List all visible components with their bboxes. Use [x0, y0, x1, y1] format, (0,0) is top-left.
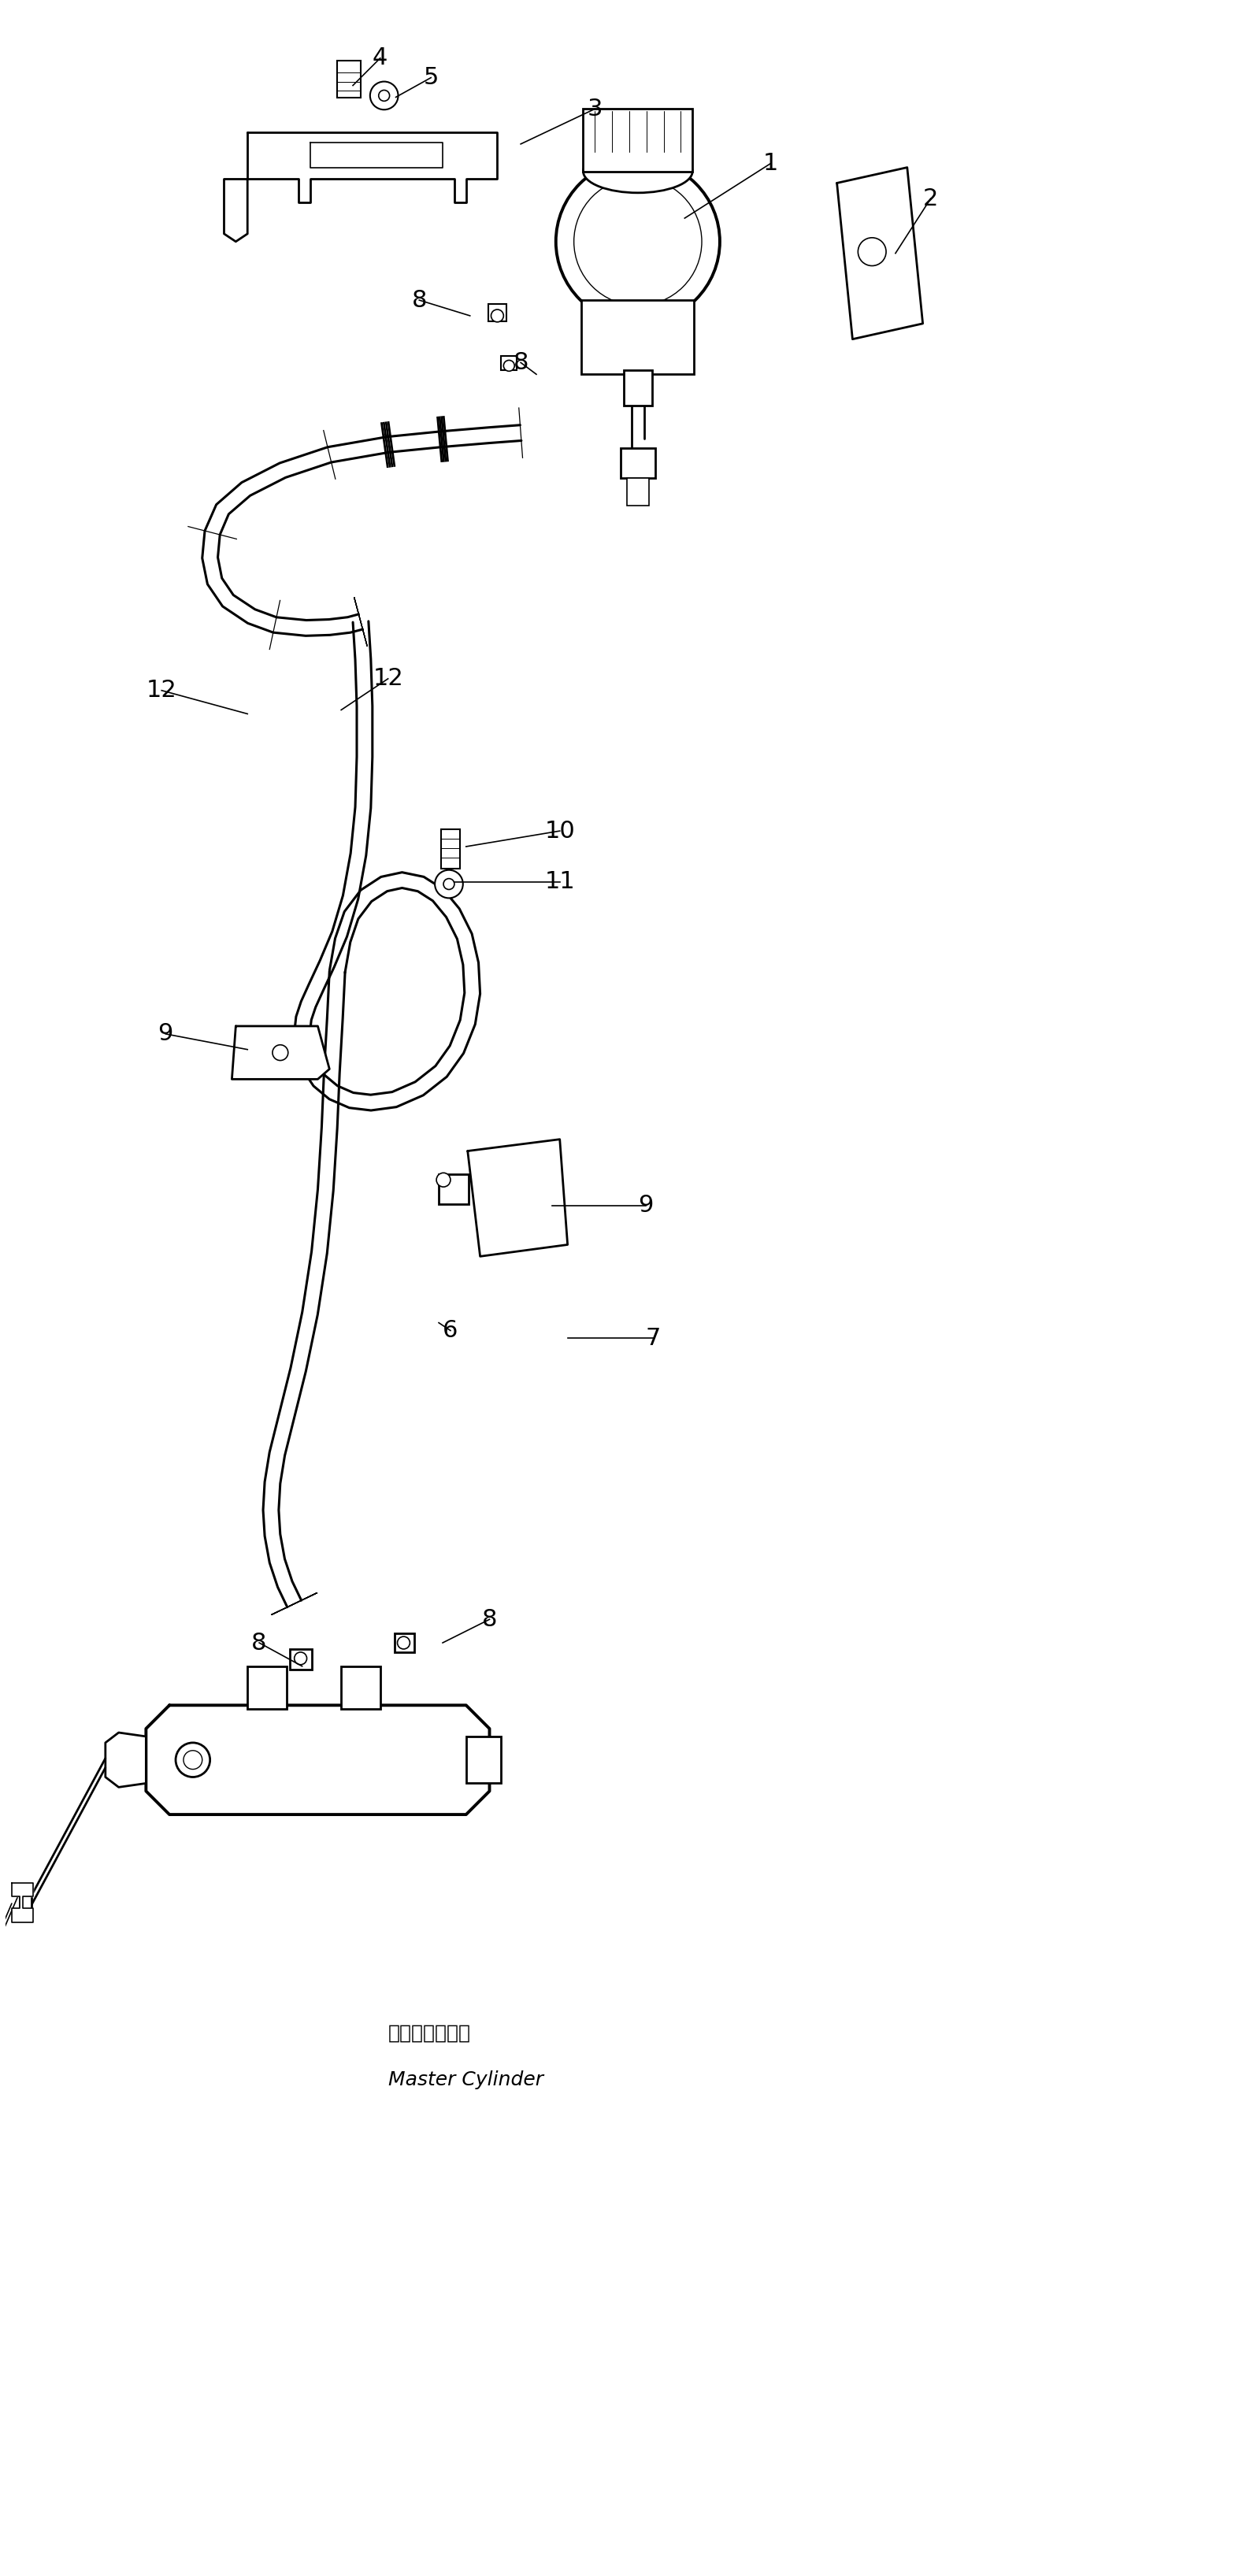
- Circle shape: [273, 1046, 288, 1061]
- Bar: [501, 355, 517, 371]
- Bar: [624, 371, 652, 404]
- Bar: [582, 301, 694, 374]
- Text: 9: 9: [158, 1023, 173, 1046]
- Circle shape: [503, 361, 515, 371]
- Circle shape: [444, 878, 455, 889]
- Polygon shape: [11, 1883, 32, 1922]
- Text: 8: 8: [482, 1607, 497, 1631]
- Circle shape: [379, 90, 390, 100]
- Text: Master Cylinder: Master Cylinder: [388, 2071, 543, 2089]
- Polygon shape: [232, 1025, 329, 1079]
- Text: 7: 7: [645, 1327, 662, 1350]
- Text: 6: 6: [442, 1319, 459, 1342]
- Ellipse shape: [583, 149, 693, 193]
- Polygon shape: [106, 1734, 146, 1788]
- Bar: [248, 1667, 287, 1708]
- Circle shape: [574, 178, 701, 307]
- Bar: [394, 1633, 415, 1651]
- Bar: [341, 1667, 380, 1708]
- Circle shape: [491, 309, 503, 322]
- Text: 2: 2: [923, 188, 938, 211]
- Bar: [439, 1175, 468, 1203]
- Circle shape: [436, 1172, 451, 1188]
- Bar: [488, 304, 507, 322]
- Text: 11: 11: [545, 871, 574, 894]
- Circle shape: [176, 1744, 211, 1777]
- Circle shape: [370, 82, 399, 111]
- Polygon shape: [248, 131, 497, 204]
- Bar: [20, 1886, 31, 1919]
- Bar: [583, 108, 693, 173]
- Circle shape: [397, 1636, 410, 1649]
- Circle shape: [435, 871, 464, 899]
- Polygon shape: [467, 1139, 568, 1257]
- Bar: [338, 59, 360, 98]
- Text: 12: 12: [146, 680, 177, 701]
- Circle shape: [294, 1651, 307, 1664]
- Bar: [621, 448, 655, 479]
- Polygon shape: [146, 1705, 490, 1814]
- Bar: [289, 1649, 312, 1669]
- Text: 8: 8: [411, 289, 427, 312]
- Polygon shape: [224, 180, 248, 242]
- Text: 12: 12: [373, 667, 404, 690]
- Bar: [441, 829, 460, 868]
- Circle shape: [183, 1752, 202, 1770]
- Text: 5: 5: [424, 67, 439, 90]
- Text: マスタシリンダ: マスタシリンダ: [388, 2025, 471, 2043]
- Bar: [466, 1736, 501, 1783]
- Bar: [627, 479, 649, 505]
- Text: 10: 10: [545, 819, 574, 842]
- Text: 1: 1: [763, 152, 779, 175]
- Text: 8: 8: [513, 350, 528, 374]
- Text: 3: 3: [587, 98, 603, 121]
- Polygon shape: [837, 167, 923, 340]
- Polygon shape: [310, 142, 442, 167]
- Text: 9: 9: [638, 1195, 653, 1216]
- Text: 4: 4: [373, 46, 388, 70]
- Circle shape: [858, 237, 886, 265]
- Text: 8: 8: [252, 1631, 267, 1654]
- Circle shape: [556, 160, 720, 325]
